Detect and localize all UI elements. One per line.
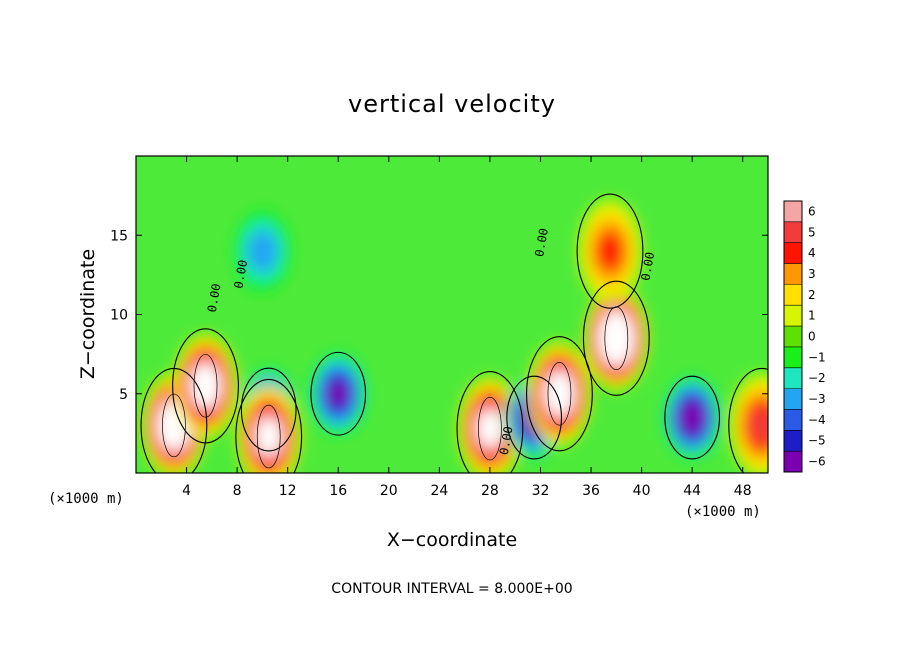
x-tick-label: 24 — [430, 483, 448, 499]
contour-label: 0.00 — [205, 283, 224, 314]
contour-labels: 0.00 0.00 0.00 0.00 0.00 — [205, 227, 657, 456]
colorbar-label: 6 — [808, 204, 816, 218]
colorbar-swatch — [784, 430, 802, 452]
zero-contour — [310, 351, 367, 436]
inner-contour — [256, 404, 281, 469]
colorbar-label: 5 — [808, 225, 816, 239]
updraft-level — [608, 328, 624, 349]
colorbar-label: −5 — [808, 434, 826, 448]
x-tick-label: 16 — [329, 483, 347, 499]
colorbar-swatch — [784, 409, 802, 431]
updraft-level — [551, 382, 568, 406]
colorbar-label: 0 — [808, 330, 816, 344]
x-tick-label: 20 — [380, 483, 398, 499]
x-tick-label: 48 — [734, 483, 752, 499]
y-ticks: 5 10 15 — [110, 228, 768, 403]
colorbar-swatch — [784, 263, 802, 285]
colorbar-swatch — [784, 388, 802, 410]
y-tick-label: 10 — [110, 308, 128, 324]
inner-contour — [478, 396, 502, 461]
updraft-level — [259, 424, 278, 449]
zero-contours — [140, 193, 768, 473]
colorbar-swatch — [784, 221, 802, 243]
inner-contour — [193, 354, 218, 418]
inner-contour — [547, 362, 572, 426]
updraft-level — [481, 416, 499, 442]
updraft-level — [197, 374, 214, 398]
inner-contour — [162, 393, 186, 458]
x-units-right: (×1000 m) — [685, 504, 761, 520]
zero-contour — [664, 375, 721, 460]
zero-contour — [240, 367, 297, 452]
colorbar-label: −6 — [808, 455, 826, 469]
y-axis-label: Z−coordinate — [77, 249, 99, 379]
y-tick-label: 15 — [110, 228, 128, 244]
colorbar-swatch — [784, 451, 802, 472]
x-units-left: (×1000 m) — [48, 491, 124, 507]
x-axis-label: X−coordinate — [387, 529, 517, 551]
colorbar-swatch — [784, 284, 802, 306]
contour-label: 0.00 — [231, 259, 250, 290]
colorbar-label: −1 — [808, 350, 826, 364]
colorbar-label: 4 — [808, 246, 816, 260]
zero-contour — [728, 367, 768, 473]
downdraft-level — [683, 405, 702, 430]
downdraft-level — [328, 380, 349, 407]
contour-label: 0.00 — [497, 425, 516, 456]
colorbar-swatch — [784, 326, 802, 347]
field-layer — [142, 199, 768, 473]
zero-contour — [506, 375, 563, 460]
colorbar-swatch — [784, 305, 802, 327]
colorbar: 6 5 4 3 2 1 0 −1 −2 −3 −4 −5 −6 — [783, 200, 826, 473]
zero-contour — [526, 336, 593, 452]
x-tick-label: 44 — [683, 483, 701, 499]
x-ticks: 4 8 12 16 20 24 28 32 36 40 44 48 — [182, 156, 752, 499]
colorbar-swatch — [784, 242, 802, 264]
x-tick-label: 12 — [279, 483, 297, 499]
x-tick-label: 28 — [481, 483, 499, 499]
contour-label: 0.00 — [638, 251, 657, 282]
colorbar-swatch — [784, 201, 802, 222]
y-tick-label: 5 — [119, 387, 128, 403]
velocity-field — [142, 199, 768, 473]
zero-contour — [172, 328, 239, 444]
updraft-level — [165, 414, 182, 437]
zero-contour — [576, 193, 644, 309]
colorbar-swatch — [784, 346, 802, 368]
zero-contour — [456, 371, 524, 473]
chart-title: vertical velocity — [348, 90, 556, 118]
colorbar-swatch — [784, 367, 802, 389]
colorbar-label: −3 — [808, 392, 826, 406]
contour-label: 0.00 — [532, 227, 551, 258]
x-tick-label: 8 — [233, 483, 242, 499]
updraft-level — [750, 408, 768, 443]
x-tick-label: 40 — [633, 483, 651, 499]
contour-interval-note: CONTOUR INTERVAL = 8.000E+00 — [331, 581, 572, 597]
colorbar-label: 3 — [808, 267, 816, 281]
zero-contour — [235, 378, 303, 473]
downdraft-level — [247, 230, 278, 272]
colorbar-label: 1 — [808, 309, 816, 323]
x-tick-label: 32 — [532, 483, 550, 499]
plot-area: 0.000.000.000.000.00 4 8 12 16 20 24 28 32 36 40 4… — [110, 155, 769, 499]
x-tick-label: 36 — [582, 483, 600, 499]
updraft-level — [596, 231, 624, 271]
colorbar-label: 2 — [808, 288, 816, 302]
zero-contour — [582, 280, 650, 396]
colorbar-label: −4 — [808, 413, 826, 427]
colorbar-label: −2 — [808, 371, 826, 385]
x-tick-label: 4 — [182, 483, 191, 499]
